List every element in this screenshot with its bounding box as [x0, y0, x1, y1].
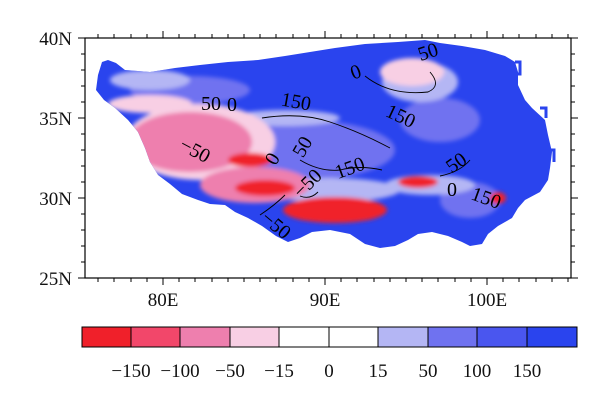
lat-tick-label: 35N: [39, 109, 72, 130]
colorbar-label: 50: [419, 361, 438, 382]
field-patch-strong-negative: [490, 192, 506, 204]
colorbar-label: −15: [264, 361, 294, 382]
colorbar-label: 150: [513, 361, 542, 382]
field-patch-strong-negative: [283, 197, 387, 223]
colorbar-swatch: [279, 327, 329, 347]
lon-tick-label: 90E: [310, 290, 341, 311]
field-patch-strong-negative: [398, 176, 438, 188]
contour-line: [299, 191, 319, 198]
field-patch-strong-negative: [228, 153, 272, 167]
colorbar-swatch: [230, 327, 279, 347]
contour-line: [439, 159, 471, 177]
contour-label: 0: [447, 179, 457, 201]
plateau-field: [96, 40, 552, 248]
field-patch-moderate-negative: [128, 112, 252, 172]
lon-tick-label: 100E: [467, 290, 507, 311]
contour-label: 0: [227, 94, 237, 116]
lon-tick-label: 80E: [148, 290, 179, 311]
plot-frame: [84, 37, 572, 279]
colorbar-swatch: [180, 327, 230, 347]
colorbar-label: 0: [324, 361, 334, 382]
colorbar-labels: −150 −100 −50 −15 0 15 50 100 150: [111, 361, 541, 382]
contour-label: 50: [201, 93, 221, 115]
longitude-labels: 80E 90E 100E: [148, 290, 507, 311]
contour-lines: [259, 71, 471, 216]
contour-line: [261, 115, 391, 149]
tick-marks: [78, 31, 578, 285]
lat-tick-label: 40N: [39, 29, 72, 50]
colorbar-label: −150: [111, 361, 150, 382]
field-patch-strong-negative: [235, 180, 295, 196]
colorbar-swatch: [329, 327, 378, 347]
field-patch-moderate-positive: [400, 98, 480, 142]
field-patch-weak-negative: [380, 58, 444, 86]
field-patch-weak-positive: [110, 70, 190, 90]
lat-tick-label: 25N: [39, 269, 72, 290]
latitude-labels: 40N 35N 30N 25N: [39, 29, 72, 290]
colorbar-label: 15: [369, 361, 388, 382]
contour-label: 150: [279, 89, 312, 116]
colorbar-swatch: [477, 327, 527, 347]
colorbar-label: −50: [215, 361, 245, 382]
plateau-edge-detail: [515, 60, 556, 162]
colorbar-swatch: [82, 327, 131, 347]
colorbar-swatch: [527, 327, 577, 347]
colorbar-swatch: [131, 327, 180, 347]
contour-line: [364, 71, 436, 94]
colorbar: −150 −100 −50 −15 0 15 50 100 150: [81, 326, 578, 382]
colorbar-label: 100: [463, 361, 492, 382]
colorbar-swatch: [428, 327, 477, 347]
lat-tick-label: 30N: [39, 189, 72, 210]
field-patch-weak-negative: [108, 95, 192, 113]
contour-line: [299, 159, 383, 171]
colorbar-label: −100: [160, 361, 199, 382]
contour-line: [259, 194, 286, 216]
colorbar-swatch: [378, 327, 428, 347]
